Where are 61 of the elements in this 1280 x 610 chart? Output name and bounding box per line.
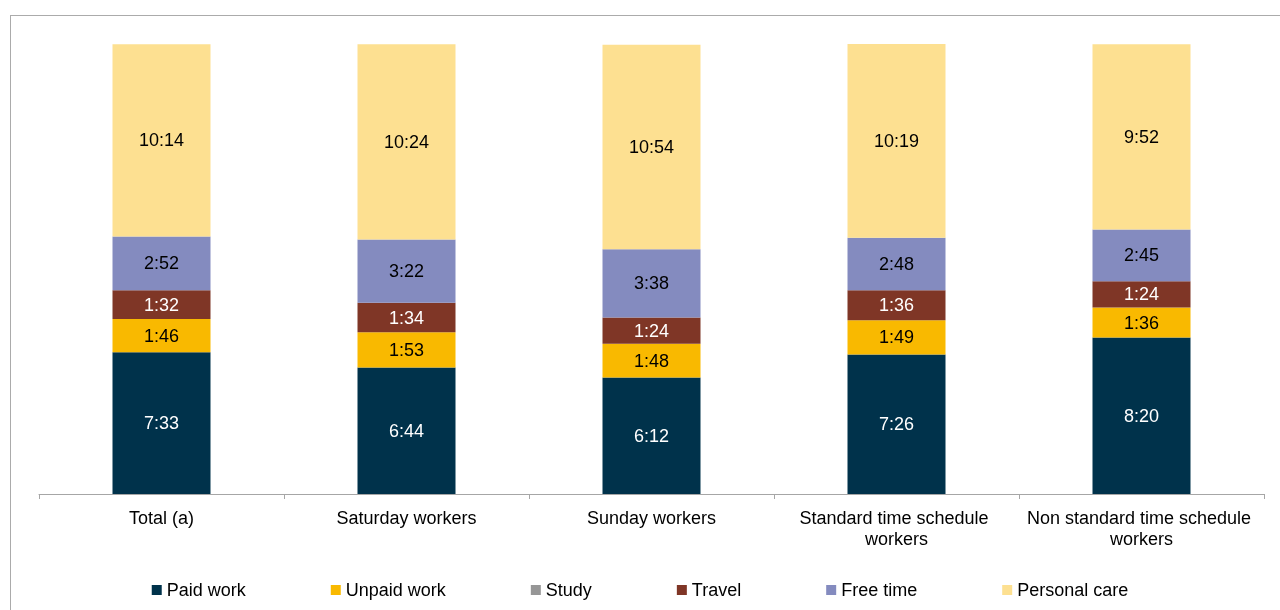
data-label: 1:49 — [878, 327, 915, 348]
bar — [1092, 337, 1191, 494]
bar — [602, 44, 701, 250]
data-label: 1:34 — [388, 307, 425, 328]
bar — [112, 44, 211, 237]
data-label: 10:19 — [873, 130, 920, 151]
bar — [602, 377, 701, 494]
bar — [847, 237, 946, 291]
data-label: 6:44 — [388, 420, 425, 441]
x-tick-label: Standard time schedule workers — [799, 507, 994, 549]
x-tick-label: Total (a) — [128, 507, 195, 528]
data-label: 1:53 — [388, 339, 425, 360]
data-label: 1:24 — [633, 320, 670, 341]
data-label: 6:12 — [633, 425, 670, 446]
data-label: 1:32 — [143, 294, 180, 315]
bar — [847, 354, 946, 494]
bar — [357, 44, 456, 240]
data-label: 9:52 — [1123, 126, 1160, 147]
bar — [602, 343, 701, 378]
bar — [847, 290, 946, 321]
x-tick-label: Saturday workers — [336, 507, 477, 528]
legend-label: Unpaid work — [345, 580, 447, 600]
legend-label: Study — [545, 580, 592, 600]
data-label: 3:22 — [388, 261, 425, 282]
bar — [602, 317, 701, 344]
bar — [357, 302, 456, 333]
data-label: 1:24 — [1123, 284, 1160, 305]
legend-label: Paid work — [166, 580, 247, 600]
legend-label: Travel — [691, 580, 742, 600]
bar — [357, 239, 456, 303]
bar — [1092, 229, 1191, 282]
legend-label: Free time — [841, 580, 918, 600]
bar — [847, 44, 946, 238]
data-label: 1:48 — [633, 350, 670, 371]
data-label: 8:20 — [1123, 405, 1160, 426]
bar — [1092, 281, 1191, 308]
bar — [1092, 307, 1191, 338]
bar — [1092, 44, 1191, 230]
data-label: 10:24 — [383, 131, 430, 152]
data-label: 2:45 — [1123, 245, 1160, 266]
x-tick-label: Sunday workers — [586, 507, 717, 528]
data-label: 2:52 — [143, 253, 180, 274]
x-tick-label: Non standard time schedule workers — [1026, 507, 1257, 549]
bar — [847, 320, 946, 355]
data-label: 7:33 — [143, 413, 180, 434]
data-label: 10:54 — [628, 136, 675, 157]
data-label: 2:48 — [878, 253, 915, 274]
data-label: 3:38 — [633, 273, 670, 294]
data-label: 1:36 — [1123, 312, 1160, 333]
data-label: 1:46 — [143, 325, 180, 346]
data-label: 10:14 — [138, 130, 185, 151]
legend-label: Personal care — [1017, 580, 1129, 600]
data-label: 7:26 — [878, 414, 915, 435]
bar — [602, 249, 701, 318]
bar — [112, 290, 211, 320]
bar — [357, 332, 456, 368]
data-label: 1:36 — [878, 295, 915, 316]
bar — [112, 236, 211, 291]
bar — [357, 367, 456, 494]
bar — [112, 352, 211, 494]
bar — [112, 319, 211, 353]
